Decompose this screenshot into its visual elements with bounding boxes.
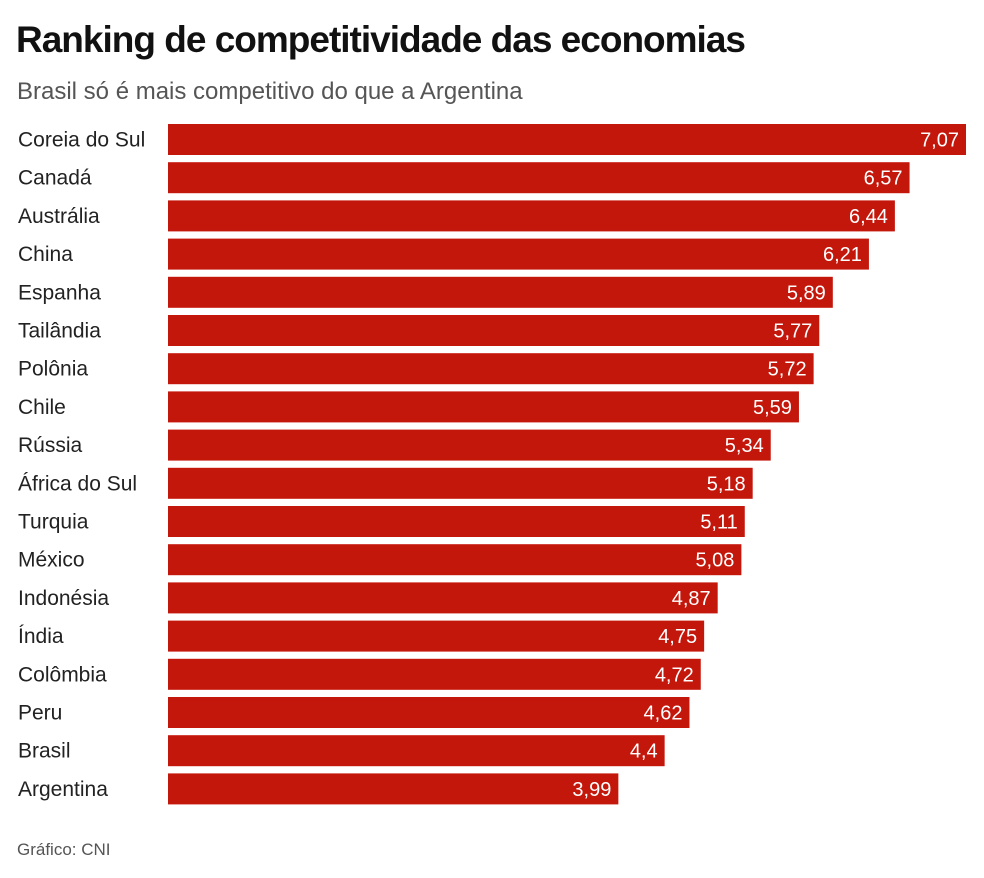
category-label: Espanha	[18, 281, 101, 304]
bar	[168, 658, 701, 690]
category-label: África do Sul	[18, 472, 137, 495]
bar	[168, 582, 718, 614]
category-label: Argentina	[18, 778, 108, 801]
bar	[168, 429, 771, 461]
bar-value-label: 4,75	[658, 626, 697, 648]
category-label: Brasil	[18, 740, 71, 763]
bar	[168, 506, 745, 537]
bar	[168, 276, 833, 308]
bar	[168, 620, 705, 652]
category-label: China	[18, 243, 73, 266]
bar	[168, 697, 690, 728]
category-label: Austrália	[18, 205, 100, 228]
bar-value-label: 4,87	[672, 588, 711, 610]
category-label: México	[18, 549, 85, 572]
source-note: Gráfico: CNI	[17, 840, 111, 859]
chart-subtitle: Brasil só é mais competitivo do que a Ar…	[17, 78, 523, 105]
bar-value-label: 5,34	[725, 435, 764, 457]
category-label: Polônia	[18, 358, 88, 381]
category-label: Coreia do Sul	[18, 129, 145, 152]
category-label: Peru	[18, 702, 62, 725]
category-label: Turquia	[18, 511, 89, 534]
bar	[168, 315, 820, 346]
bar	[168, 162, 910, 194]
bar-value-label: 5,11	[700, 512, 737, 534]
category-label: Rússia	[18, 434, 83, 457]
bar	[168, 735, 665, 767]
category-label: Índia	[18, 625, 64, 648]
bar-value-label: 3,99	[572, 779, 611, 801]
bar-value-label: 6,44	[849, 206, 888, 228]
chart-title: Ranking de competitividade das economias	[16, 19, 746, 60]
bar	[168, 391, 799, 423]
bar-value-label: 5,72	[768, 359, 807, 381]
category-label: Colômbia	[18, 663, 107, 686]
bar-value-label: 6,57	[864, 168, 903, 190]
bar	[168, 124, 966, 155]
bar-value-label: 4,72	[655, 664, 694, 686]
bar-value-label: 4,62	[644, 703, 683, 725]
bar-value-label: 5,18	[707, 473, 746, 495]
bar	[168, 544, 742, 576]
bar-value-label: 5,89	[787, 282, 826, 304]
bar-value-label: 5,77	[773, 321, 812, 343]
category-label: Canadá	[18, 167, 92, 190]
bar	[168, 773, 619, 805]
bar-value-label: 5,08	[695, 550, 734, 572]
category-label: Tailândia	[18, 320, 101, 343]
bar-value-label: 4,4	[630, 741, 658, 763]
category-label: Chile	[18, 396, 66, 419]
bar	[168, 353, 814, 385]
bar-value-label: 7,07	[920, 130, 959, 152]
bar	[168, 238, 869, 270]
bar	[168, 467, 753, 499]
bar-value-label: 5,59	[753, 397, 792, 419]
category-label: Indonésia	[18, 587, 109, 610]
bar	[168, 200, 895, 232]
bar-value-label: 6,21	[823, 244, 862, 266]
